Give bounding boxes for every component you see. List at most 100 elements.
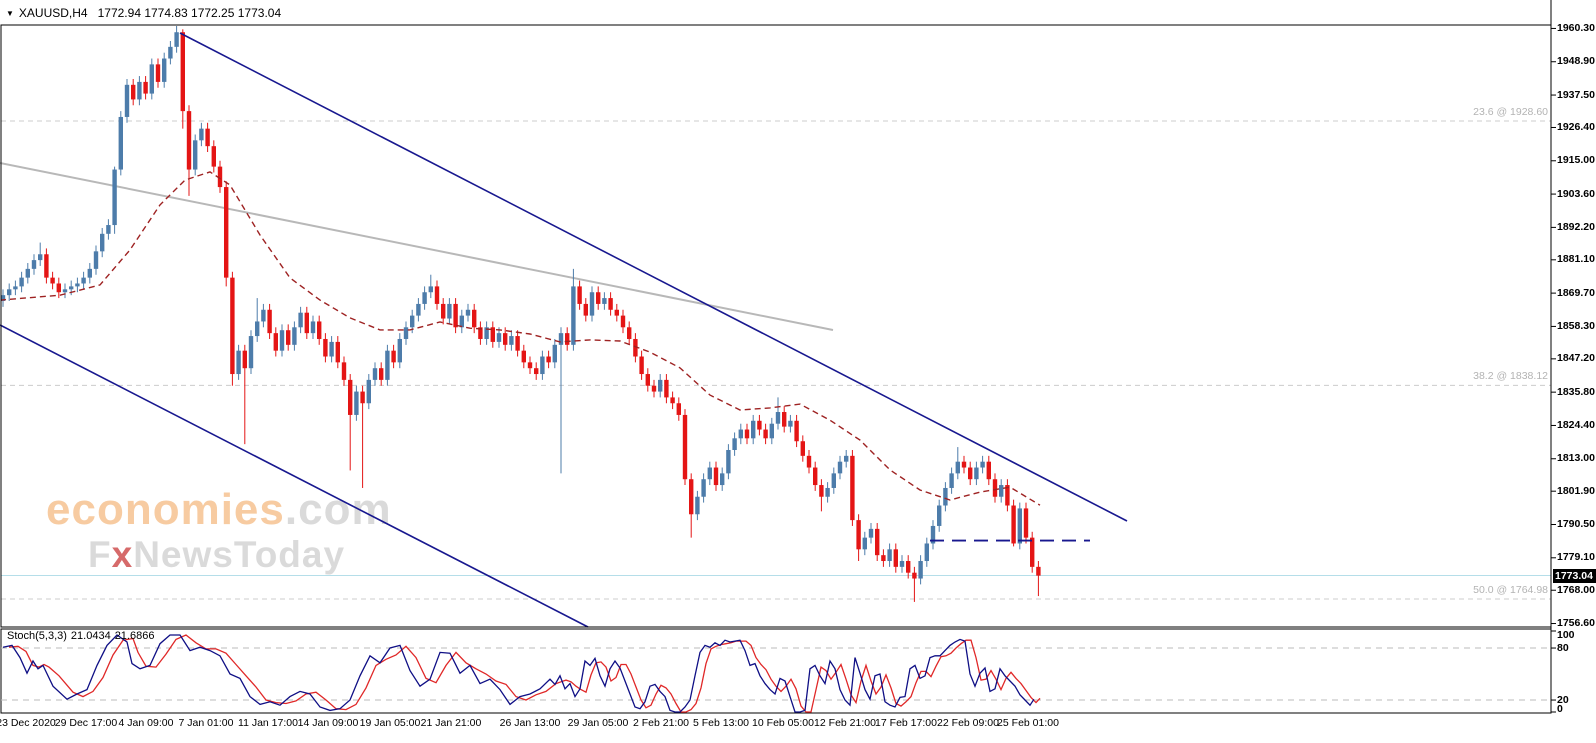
stoch-main-line bbox=[2, 634, 1035, 713]
candle-body bbox=[385, 350, 390, 380]
candle-body bbox=[968, 467, 973, 480]
dropdown-arrow-icon[interactable]: ▼ bbox=[6, 9, 14, 18]
candle-body bbox=[627, 327, 632, 339]
candle-body bbox=[999, 485, 1004, 497]
candle-body bbox=[906, 561, 911, 573]
candle-body bbox=[100, 233, 105, 252]
stoch-signal-line bbox=[8, 634, 1041, 713]
candle-body bbox=[304, 312, 309, 334]
candle-body bbox=[44, 254, 49, 278]
candle-body bbox=[1011, 505, 1016, 544]
candle-body bbox=[224, 187, 229, 278]
candle-body bbox=[620, 315, 626, 328]
candle-body bbox=[447, 303, 452, 319]
candle-body bbox=[38, 254, 43, 261]
candle-body bbox=[261, 309, 266, 322]
candle-body bbox=[980, 461, 985, 468]
current-price-badge: 1773.04 bbox=[1553, 568, 1596, 583]
candle-body bbox=[552, 344, 557, 363]
candle-body bbox=[558, 333, 564, 345]
candle-body bbox=[1005, 485, 1010, 506]
candle-body bbox=[162, 58, 167, 82]
candle-body bbox=[763, 429, 768, 439]
candle-body bbox=[354, 391, 359, 415]
candle-body bbox=[279, 330, 285, 351]
candle-body bbox=[924, 543, 929, 562]
candle-body bbox=[267, 309, 272, 334]
candle-body bbox=[565, 333, 570, 345]
candle-body bbox=[69, 286, 74, 290]
candle-body bbox=[899, 561, 905, 567]
candle-body bbox=[546, 356, 551, 363]
candle-body bbox=[887, 549, 892, 562]
stochastic-d-value: 21.6866 bbox=[114, 630, 155, 642]
candle-body bbox=[459, 315, 464, 328]
candle-body bbox=[1030, 537, 1035, 567]
candle-body bbox=[7, 289, 12, 296]
candle-body bbox=[131, 84, 136, 100]
candle-body bbox=[496, 333, 502, 342]
candle-body bbox=[62, 289, 68, 293]
candle-body bbox=[645, 374, 650, 386]
candle-body bbox=[794, 420, 799, 442]
candle-body bbox=[596, 292, 601, 304]
candle-body bbox=[806, 455, 812, 468]
candle-body bbox=[391, 350, 396, 363]
candle-body bbox=[137, 81, 142, 100]
candle-body bbox=[298, 312, 303, 328]
candle-body bbox=[360, 391, 365, 404]
candle-body bbox=[726, 449, 731, 474]
candle-body bbox=[943, 487, 948, 506]
candle-body bbox=[205, 128, 210, 147]
candle-body bbox=[366, 379, 371, 404]
candle-body bbox=[589, 292, 595, 316]
gray-trendline bbox=[0, 162, 834, 331]
candle-body bbox=[199, 128, 204, 141]
symbol-timeframe-label[interactable]: XAUUSD,H4 bbox=[18, 6, 88, 20]
candle-body bbox=[800, 441, 805, 456]
candle-body bbox=[124, 84, 130, 117]
candle-body bbox=[348, 379, 353, 415]
candle-body bbox=[881, 555, 886, 562]
candle-body bbox=[211, 146, 216, 167]
candle-body bbox=[81, 277, 86, 284]
candle-body bbox=[403, 327, 409, 339]
candle-body bbox=[509, 336, 514, 345]
candle-body bbox=[472, 309, 477, 328]
candle-body bbox=[484, 327, 489, 339]
stochastic-k-value: 21.0434 bbox=[70, 630, 111, 642]
candle-body bbox=[75, 283, 80, 287]
candle-body bbox=[769, 423, 774, 439]
candle-body bbox=[577, 286, 582, 304]
candle-body bbox=[273, 333, 278, 351]
candle-body bbox=[862, 537, 867, 550]
candle-body bbox=[868, 528, 874, 538]
candle-body bbox=[416, 303, 421, 316]
candle-body bbox=[521, 350, 526, 363]
candle-body bbox=[608, 298, 613, 310]
stochastic-name: Stoch(5,3,3) bbox=[7, 630, 67, 642]
candle-body bbox=[19, 277, 24, 287]
candle-body bbox=[31, 260, 37, 269]
candle-body bbox=[410, 315, 415, 328]
candle-body bbox=[775, 412, 781, 424]
ohlc-values: 1772.94 1774.83 1772.25 1773.04 bbox=[97, 6, 282, 20]
candle-body bbox=[602, 298, 607, 304]
candle-body bbox=[379, 368, 384, 380]
candle-body bbox=[850, 455, 855, 521]
candle-body bbox=[422, 292, 427, 304]
candle-body bbox=[757, 420, 762, 430]
candle-body bbox=[664, 379, 669, 398]
candle-body bbox=[1, 295, 6, 302]
candle-body bbox=[837, 461, 843, 474]
candle-body bbox=[453, 303, 458, 328]
candle-body bbox=[682, 414, 688, 480]
candle-body bbox=[651, 385, 657, 392]
candle-body bbox=[583, 303, 588, 316]
candle-body bbox=[713, 467, 719, 486]
candle-body bbox=[658, 379, 663, 392]
candle-body bbox=[689, 479, 694, 515]
candle-body bbox=[255, 321, 260, 337]
